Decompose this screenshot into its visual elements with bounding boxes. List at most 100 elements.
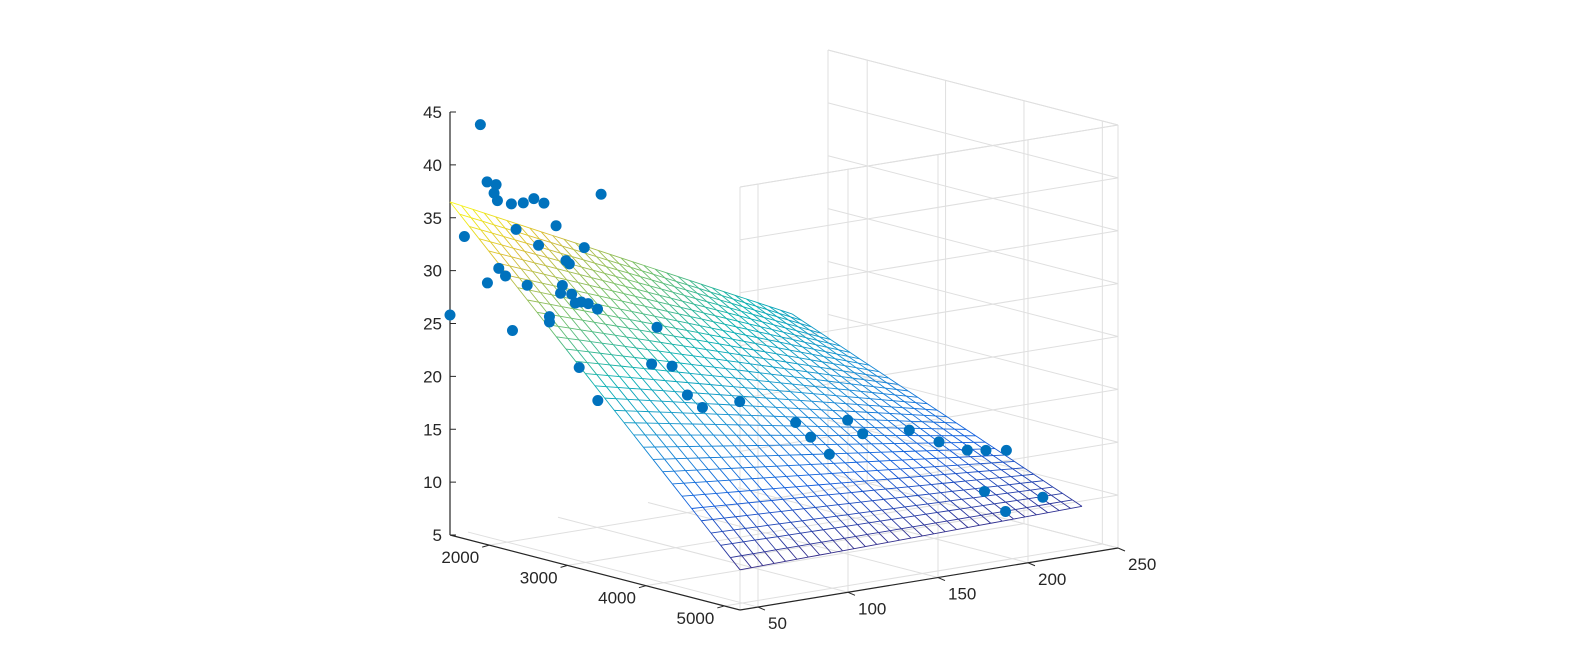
mesh-segment [885,427,897,436]
mesh-segment [917,493,930,496]
mesh-segment [686,458,698,471]
mesh-segment [811,531,822,543]
mesh-segment [814,444,825,455]
mesh-segment [751,356,762,366]
mesh-segment [831,550,843,554]
mesh-segment [812,354,823,363]
mesh-segment [648,411,659,424]
mesh-segment [757,513,769,526]
mesh-segment [587,362,599,365]
mesh-segment [795,486,806,498]
mesh-segment [601,342,612,355]
x-tick-mark [638,585,647,589]
mesh-segment [752,405,765,408]
mesh-segment [872,498,884,502]
mesh-segment [449,201,462,207]
mesh-segment [625,410,636,424]
mesh-segment [1022,475,1033,483]
mesh-segment [910,420,921,429]
mesh-segment [742,347,754,351]
y-tick-mark [1117,547,1126,552]
mesh-segment [707,469,719,482]
mesh-segment [900,468,911,478]
mesh-segment [660,341,673,345]
mesh-segment [663,390,674,403]
mesh-segment [859,358,870,366]
mesh-segment [801,319,812,328]
mesh-segment [915,505,927,515]
mesh-segment [978,470,990,473]
mesh-segment [810,541,822,545]
mesh-segment [616,398,628,400]
mesh-segment [790,316,801,324]
mesh-segment [858,512,870,524]
mesh-segment [642,313,655,317]
mesh-segment [879,460,891,462]
mesh-segment [992,513,1003,522]
data-points [444,119,1049,518]
mesh-segment [858,397,869,406]
mesh-segment [760,425,771,436]
mesh-segment [807,333,820,338]
mesh-segment [549,249,561,254]
mesh-segment [665,446,677,459]
data-point [961,444,973,456]
mesh-segment [886,382,899,385]
mesh-segment [786,475,798,477]
mesh-segment [852,481,863,492]
mesh-segment [878,412,890,414]
mesh-segment [865,374,876,382]
mesh-segment [950,500,961,510]
mesh-segment [753,466,766,468]
mesh-segment [792,509,803,522]
mesh-segment [779,444,791,456]
data-point [493,262,505,274]
mesh-segment [812,454,823,465]
mesh-segment [609,253,622,259]
mesh-segment [855,411,867,413]
mesh-segment [703,312,714,322]
mesh-segment [693,303,704,314]
mesh-segment [797,475,808,487]
mesh-segment [770,334,782,338]
mesh-segment [1060,499,1073,503]
mesh-segment [836,353,847,362]
mesh-segment [784,327,797,332]
mesh-segment [619,376,630,389]
mesh-segment [771,329,784,333]
mesh-segment [655,369,667,372]
mesh-segment [630,266,643,272]
mesh-segment [942,428,954,437]
mesh-segment [748,370,760,374]
mesh-segment [693,493,705,496]
mesh-segment [602,280,613,292]
mesh-segment [893,508,904,518]
mesh-segment [759,372,770,383]
mesh-segment [550,242,563,247]
mesh-segment [867,369,880,373]
mesh-segment [855,367,867,375]
mesh-segment [961,498,972,508]
mesh-segment [501,244,512,258]
mesh-segment [691,508,702,522]
mesh-segment [605,323,617,327]
mesh-segment [942,483,953,492]
mesh-segment [563,238,574,250]
mesh-segment [791,383,803,394]
mesh-segment [721,295,732,304]
mesh-segment [927,501,940,505]
mesh-segment [980,462,992,465]
mesh-segment [832,410,843,420]
mesh-segment [1012,468,1023,476]
mesh-segment [773,324,786,329]
data-point [533,239,545,251]
mesh-segment [935,415,946,423]
mesh-segment [765,397,776,408]
mesh-segment [488,250,501,255]
mesh-segment [665,318,676,329]
mesh-segment [913,408,925,416]
mesh-segment [852,480,865,483]
mesh-segment [775,549,786,562]
mesh-segment [953,480,966,483]
mesh-segment [864,379,876,382]
